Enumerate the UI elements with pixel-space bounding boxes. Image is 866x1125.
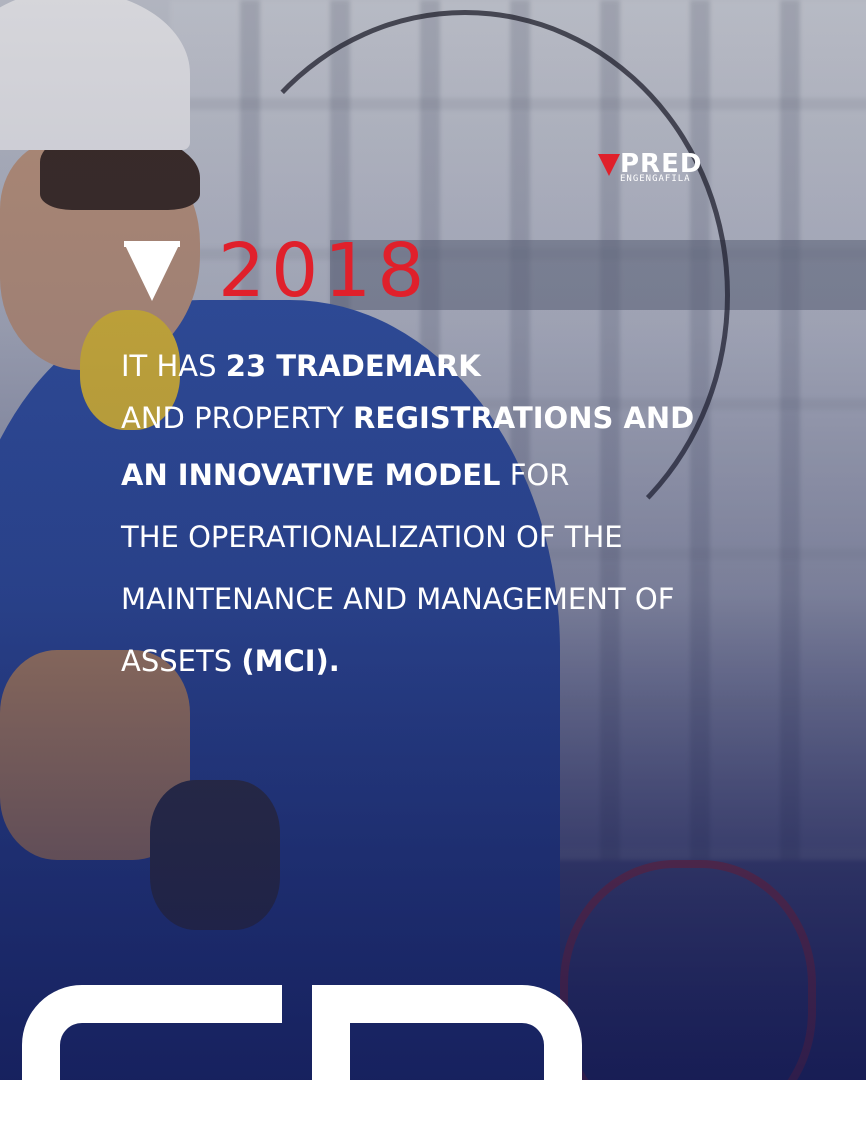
year-heading: 2018 [218, 228, 431, 314]
body-line-1: IT HAS 23 TRADEMARK [121, 349, 481, 383]
overlay-gradient [0, 0, 866, 1080]
body-line-2: AND PROPERTY REGISTRATIONS AND [121, 401, 695, 435]
body-text: IT HAS 23 TRADEMARK AND PROPERTY REGISTR… [121, 340, 841, 692]
body-line-5: MAINTENANCE AND MANAGEMENT OF [121, 582, 675, 616]
logo-tagline: ENGENGAFILA [620, 174, 691, 184]
triangle-icon [124, 243, 180, 301]
body-line-3: AN INNOVATIVE MODEL FOR [121, 458, 570, 492]
bottom-logo-right [312, 985, 582, 1125]
brand-logo: PRED ENGENGAFILA [598, 149, 728, 192]
bottom-logo-left [22, 985, 282, 1125]
body-line-4: THE OPERATIONALIZATION OF THE [121, 520, 623, 554]
background-photo [0, 0, 866, 1080]
logo-triangle-icon [598, 154, 620, 176]
bottom-logo-shape [22, 985, 582, 1125]
body-line-6: ASSETS (MCI). [121, 644, 340, 678]
logo-wordmark: PRED [620, 149, 703, 179]
